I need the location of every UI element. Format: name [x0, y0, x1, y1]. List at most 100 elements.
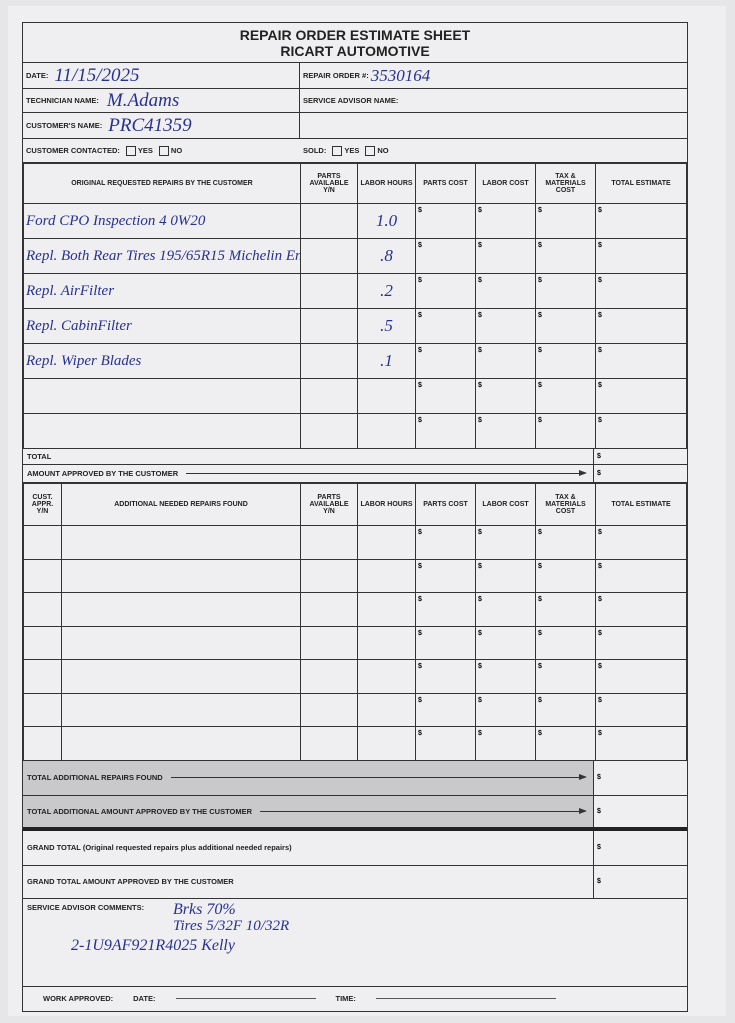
- entry-cell[interactable]: [61, 592, 301, 627]
- labor-hours-cell[interactable]: [357, 378, 416, 414]
- sold-yes-checkbox[interactable]: [332, 145, 343, 156]
- cost-cell[interactable]: $: [595, 238, 687, 274]
- cost-cell[interactable]: $: [475, 592, 536, 627]
- cost-cell[interactable]: $: [535, 378, 596, 414]
- repair-description[interactable]: Repl. Wiper Blades: [23, 343, 301, 379]
- cost-cell[interactable]: $: [595, 203, 687, 239]
- cost-cell[interactable]: $: [595, 525, 687, 560]
- cost-cell[interactable]: $: [415, 592, 476, 627]
- cost-cell[interactable]: $: [475, 525, 536, 560]
- entry-cell[interactable]: [23, 625, 62, 660]
- cost-cell[interactable]: $: [475, 558, 536, 593]
- labor-hours-cell[interactable]: .5: [357, 308, 416, 344]
- cost-cell[interactable]: $: [535, 308, 596, 344]
- entry-cell[interactable]: [23, 692, 62, 727]
- cost-cell[interactable]: $: [535, 203, 596, 239]
- cost-cell[interactable]: $: [535, 592, 596, 627]
- labor-hours-cell[interactable]: 1.0: [357, 203, 416, 239]
- cost-cell[interactable]: $: [535, 625, 596, 660]
- parts-available-cell[interactable]: [300, 308, 358, 344]
- cost-cell[interactable]: $: [475, 238, 536, 274]
- cost-cell[interactable]: $: [535, 273, 596, 309]
- date-line[interactable]: [175, 998, 316, 999]
- entry-cell[interactable]: [61, 625, 301, 660]
- entry-cell[interactable]: [23, 726, 62, 761]
- entry-cell[interactable]: [23, 558, 62, 593]
- date-field[interactable]: 11/15/2025: [54, 64, 140, 86]
- sold-no-checkbox[interactable]: [365, 145, 376, 156]
- parts-available-cell[interactable]: [300, 378, 358, 414]
- entry-cell[interactable]: [300, 659, 358, 694]
- cost-cell[interactable]: $: [595, 726, 687, 761]
- cost-cell[interactable]: $: [595, 592, 687, 627]
- labor-hours-cell[interactable]: [357, 413, 416, 449]
- entry-cell[interactable]: [23, 525, 62, 560]
- cost-cell[interactable]: $: [535, 413, 596, 449]
- parts-available-cell[interactable]: [300, 238, 358, 274]
- entry-cell[interactable]: [300, 558, 358, 593]
- cost-cell[interactable]: $: [475, 203, 536, 239]
- entry-cell[interactable]: [357, 625, 416, 660]
- entry-cell[interactable]: [300, 726, 358, 761]
- cost-cell[interactable]: $: [595, 659, 687, 694]
- cost-cell[interactable]: $: [595, 413, 687, 449]
- cost-cell[interactable]: $: [415, 726, 476, 761]
- cost-cell[interactable]: $: [475, 308, 536, 344]
- entry-cell[interactable]: [357, 525, 416, 560]
- cost-cell[interactable]: $: [595, 692, 687, 727]
- contacted-yes-checkbox[interactable]: [125, 145, 136, 156]
- customer-field[interactable]: PRC41359: [108, 114, 192, 136]
- cost-cell[interactable]: $: [595, 625, 687, 660]
- cost-cell[interactable]: $: [475, 378, 536, 414]
- parts-available-cell[interactable]: [300, 273, 358, 309]
- cost-cell[interactable]: $: [535, 659, 596, 694]
- entry-cell[interactable]: [357, 592, 416, 627]
- labor-hours-cell[interactable]: .2: [357, 273, 416, 309]
- repair-description[interactable]: Repl. CabinFilter: [23, 308, 301, 344]
- parts-available-cell[interactable]: [300, 343, 358, 379]
- cost-cell[interactable]: $: [475, 273, 536, 309]
- entry-cell[interactable]: [23, 592, 62, 627]
- repair-description[interactable]: Ford CPO Inspection 4 0W20: [23, 203, 301, 239]
- cost-cell[interactable]: $: [535, 343, 596, 379]
- cost-cell[interactable]: $: [415, 525, 476, 560]
- entry-cell[interactable]: [61, 726, 301, 761]
- cost-cell[interactable]: $: [415, 625, 476, 660]
- parts-available-cell[interactable]: [300, 413, 358, 449]
- repair-description[interactable]: [23, 378, 301, 414]
- entry-cell[interactable]: [61, 659, 301, 694]
- entry-cell[interactable]: [300, 525, 358, 560]
- entry-cell[interactable]: [357, 659, 416, 694]
- repair-description[interactable]: Repl. AirFilter: [23, 273, 301, 309]
- cost-cell[interactable]: $: [475, 413, 536, 449]
- cost-cell[interactable]: $: [595, 343, 687, 379]
- entry-cell[interactable]: [300, 625, 358, 660]
- technician-field[interactable]: M.Adams: [106, 89, 180, 111]
- labor-hours-cell[interactable]: .1: [357, 343, 416, 379]
- cost-cell[interactable]: $: [415, 413, 476, 449]
- cost-cell[interactable]: $: [595, 558, 687, 593]
- entry-cell[interactable]: [357, 692, 416, 727]
- entry-cell[interactable]: [61, 525, 301, 560]
- cost-cell[interactable]: $: [535, 726, 596, 761]
- cost-cell[interactable]: $: [415, 692, 476, 727]
- cost-cell[interactable]: $: [475, 692, 536, 727]
- cost-cell[interactable]: $: [535, 692, 596, 727]
- entry-cell[interactable]: [300, 692, 358, 727]
- cost-cell[interactable]: $: [415, 378, 476, 414]
- entry-cell[interactable]: [357, 726, 416, 761]
- entry-cell[interactable]: [357, 558, 416, 593]
- cost-cell[interactable]: $: [535, 558, 596, 593]
- cost-cell[interactable]: $: [415, 238, 476, 274]
- cost-cell[interactable]: $: [415, 308, 476, 344]
- cost-cell[interactable]: $: [595, 308, 687, 344]
- entry-cell[interactable]: [61, 558, 301, 593]
- cost-cell[interactable]: $: [475, 625, 536, 660]
- repair-description[interactable]: [23, 413, 301, 449]
- cost-cell[interactable]: $: [475, 659, 536, 694]
- cost-cell[interactable]: $: [475, 726, 536, 761]
- entry-cell[interactable]: [61, 692, 301, 727]
- cost-cell[interactable]: $: [415, 203, 476, 239]
- contacted-no-checkbox[interactable]: [158, 145, 169, 156]
- parts-available-cell[interactable]: [300, 203, 358, 239]
